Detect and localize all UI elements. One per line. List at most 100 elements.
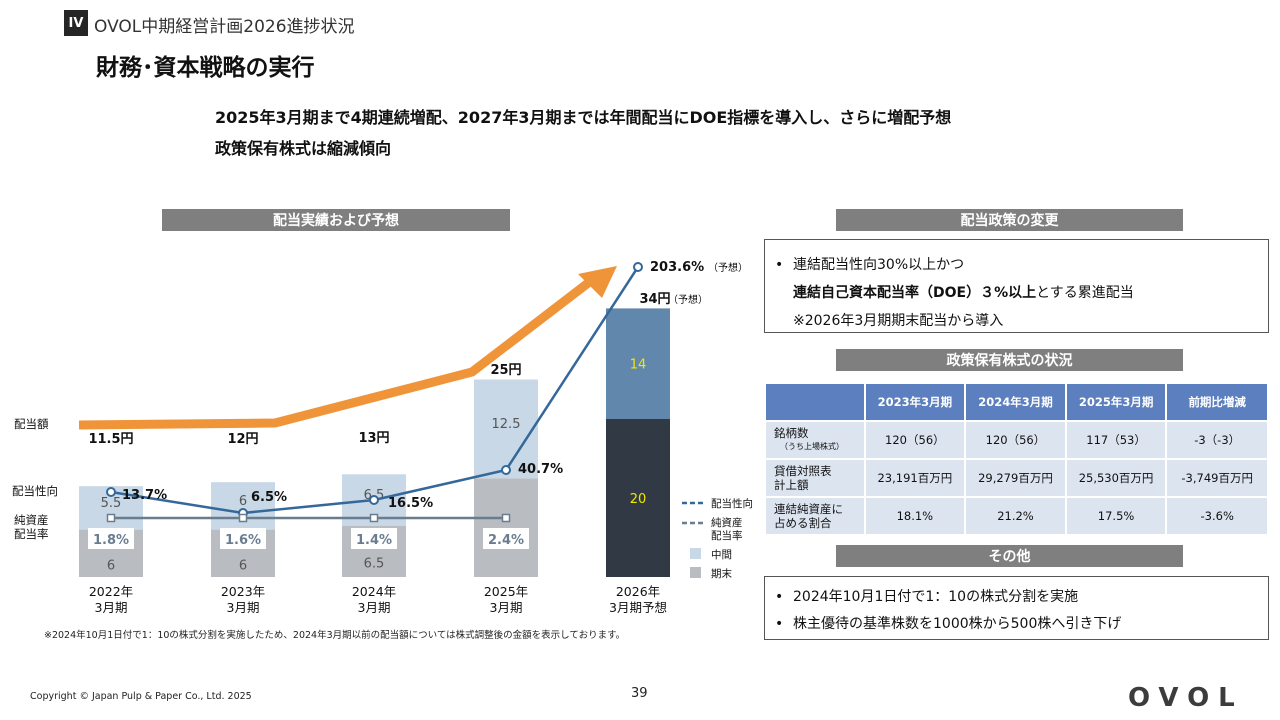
section-label: OVOL中期経営計画2026進捗状況 [94,17,355,37]
doe-label-box [483,528,529,549]
forecast-note: （予想） [668,293,708,306]
payout-ratio-label: 13.7% [122,488,167,503]
table-cell: -3.6% [1165,496,1269,536]
table-cell: 17.5% [1064,496,1168,536]
legend-yearend-swatch [690,567,701,578]
column-header: 2024年3月期 [964,382,1067,422]
legend-interim-label: 中間 [711,548,732,561]
dividend-total-label: 11.5円 [88,432,133,447]
payout-ratio-point [501,465,511,475]
doe-label: 2.4% [488,533,524,548]
row-label: 連結純資産に 占める割合 [764,496,866,536]
table-cell: 117（53） [1064,420,1168,460]
x-tick-label: 3月期 [95,600,128,615]
x-tick-label: 2025年 [484,584,528,599]
page-title: 財務･資本戦略の実行 [96,55,315,81]
payout-ratio-label: 40.7% [518,462,563,477]
legend-doe-label: 純資産 [711,516,743,529]
other-item: 2024年10月1日付で1：10の株式分割を実施 [793,589,1079,605]
dividend-total-label: 13円 [358,431,389,446]
table-cell: 23,191百万円 [863,458,967,498]
table-cell: 21.2% [964,496,1067,536]
table-cell: 120（56） [863,420,967,460]
row-label-doe: 配当率 [14,527,49,541]
column-header: 前期比増減 [1165,382,1269,422]
row-label: 貸借対照表 計上額 [764,458,866,498]
table-cell: -3,749百万円 [1165,458,1269,498]
table-cell: 18.1% [863,496,967,536]
doe-point [501,513,511,523]
dividend-growth-arrowhead [578,266,617,298]
table-row: 連結純資産に 占める割合 18.1% 21.2% 17.5% -3.6% [764,496,1269,536]
doe-point [238,513,248,523]
bar-interim-label: 12.5 [492,417,521,432]
page-number: 39 [631,686,648,701]
legend-interim-swatch [690,548,701,559]
row-label: 銘柄数 （うち上場株式） [764,420,866,460]
table-cell: 120（56） [964,420,1067,460]
legend-yearend-label: 期末 [711,567,732,580]
row-label-dividend: 配当額 [14,417,49,431]
bar-interim [606,308,670,419]
bar-interim-label: 14 [630,358,647,373]
other-item: 株主優待の基準株数を1000株から500株へ引き下げ [793,616,1122,632]
table-row: 貸借対照表 計上額 23,191百万円 29,279百万円 25,530百万円 -… [764,458,1269,498]
row-label-payout: 配当性向 [12,484,58,498]
holdings-section-header: 政策保有株式の状況 [836,349,1183,371]
forecast-note: （予想） [708,261,748,274]
lead-line-1: 2025年3月期まで4期連続増配、2027年3月期までは年間配当にDOE指標を導… [215,108,952,127]
chart-section-header: 配当実績および予想 [162,209,510,231]
bar-yearend-label: 6 [107,558,115,573]
bar-yearend-label: 6 [239,558,247,573]
dividend-chart: 65.52022年3月期662023年3月期6.56.52024年3月期12.5… [12,260,753,615]
table-header-row: 2023年3月期 2024年3月期 2025年3月期 前期比増減 [764,382,1269,422]
holdings-table: 2023年3月期 2024年3月期 2025年3月期 前期比増減 銘柄数 （うち上… [764,382,1269,536]
column-header: 2023年3月期 [863,382,967,422]
payout-ratio-label: 6.5% [251,490,287,505]
doe-label-box [220,528,266,549]
payout-ratio-point [106,487,116,497]
dividend-total-label: 12円 [227,432,258,447]
policy-line-3: ※2026年3月期期末配当から導入 [793,313,1004,329]
policy-line-1: 連結配当性向30%以上かつ [793,257,965,273]
doe-point [106,513,116,523]
x-tick-label: 3月期 [490,600,523,615]
x-tick-label: 2024年 [352,584,396,599]
doe-label-box [351,528,397,549]
dividend-growth-arrow [78,276,595,430]
x-tick-label: 2022年 [89,584,133,599]
other-box: • 2024年10月1日付で1：10の株式分割を実施 • 株主優待の基準株数を100… [764,576,1269,640]
legend-doe-label: 配当率 [711,529,743,542]
payout-ratio-point [633,262,643,272]
bullet: • [775,616,784,632]
chart-footnote: ※2024年10月1日付で1：10の株式分割を実施したため、2024年3月期以前… [44,630,626,641]
copyright: Copyright © Japan Pulp & Paper Co., Ltd.… [30,691,252,702]
doe-point [369,513,379,523]
bar-yearend-label: 6.5 [364,556,385,571]
dividend-total-label: 34円 [639,292,670,307]
payout-ratio-label: 203.6% [650,260,704,275]
doe-label: 1.6% [225,533,261,548]
column-header: 2025年3月期 [1064,382,1168,422]
table-cell: 29,279百万円 [964,458,1067,498]
bar-yearend-label: 20 [630,492,647,507]
x-tick-label: 3月期 [227,600,260,615]
policy-line-2-bold: 連結自己資本配当率（DOE）３%以上 [793,285,1037,301]
bar-interim [474,379,538,479]
column-header [764,382,866,422]
payout-ratio-point [369,495,379,505]
x-tick-label: 3月期予想 [609,600,667,615]
row-label-doe: 純資産 [14,513,49,527]
policy-line-2-rest: とする累進配当 [1036,285,1134,301]
doe-label-box [88,528,134,549]
table-cell: -3（-3） [1165,420,1269,460]
x-tick-label: 2023年 [221,584,265,599]
x-tick-label: 3月期 [358,600,391,615]
policy-section-header: 配当政策の変更 [836,209,1183,231]
legend-payout-label: 配当性向 [711,497,753,510]
lead-line-2: 政策保有株式は縮減傾向 [215,139,392,158]
section-badge: IV [64,10,88,36]
other-section-header: その他 [836,545,1183,567]
table-row: 銘柄数 （うち上場株式） 120（56） 120（56） 117（53） -3（-… [764,420,1269,460]
policy-box: • 連結配当性向30%以上かつ 連結自己資本配当率（DOE）３%以上とする累進配当… [764,239,1269,333]
